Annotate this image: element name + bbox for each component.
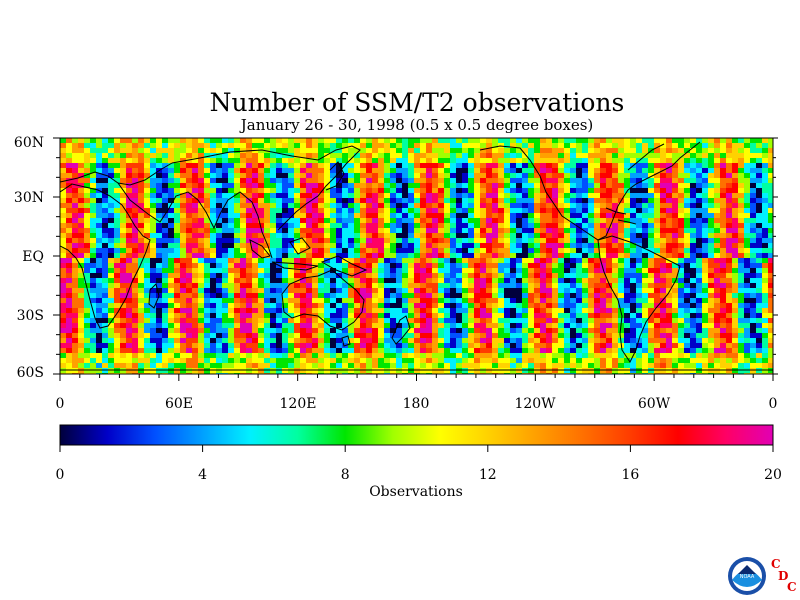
lat-label-30n: 30N bbox=[14, 190, 44, 206]
lat-label-60n: 60N bbox=[14, 135, 44, 151]
colorbar-tick-20: 20 bbox=[764, 467, 782, 483]
lat-label-30s: 30S bbox=[17, 308, 44, 324]
colorbar-tick-8: 8 bbox=[341, 467, 350, 483]
colorbar-label: Observations bbox=[369, 484, 463, 500]
lat-label-60s: 60S bbox=[17, 365, 44, 381]
colorbar-tick-12: 12 bbox=[479, 467, 497, 483]
lon-label-120w: 120W bbox=[514, 396, 556, 412]
lon-label-120e: 120E bbox=[280, 396, 317, 412]
colorbar bbox=[59, 424, 774, 446]
lon-label-180: 180 bbox=[403, 396, 430, 412]
colorbar-tick-4: 4 bbox=[198, 467, 207, 483]
observation-field bbox=[60, 138, 773, 374]
cdc-letter-c2: C bbox=[787, 580, 797, 594]
colorbar-tick-0: 0 bbox=[56, 467, 65, 483]
lon-label-60e: 60E bbox=[165, 396, 193, 412]
lat-label-eq: EQ bbox=[22, 249, 44, 265]
noaa-logo: NOAA C D C bbox=[728, 557, 797, 595]
coastlines bbox=[60, 141, 773, 371]
map-subtitle: January 26 - 30, 1998 (0.5 x 0.5 degree … bbox=[240, 116, 594, 134]
lon-label-60w: 60W bbox=[638, 396, 671, 412]
colorbar-ticks bbox=[59, 445, 774, 452]
lon-label-0: 0 bbox=[56, 396, 65, 412]
cdc-letter-c1: C bbox=[771, 557, 781, 571]
colorbar-tick-16: 16 bbox=[621, 467, 639, 483]
cdc-letter-d: D bbox=[778, 569, 788, 583]
noaa-logo-text: NOAA bbox=[740, 574, 755, 580]
map-title: Number of SSM/T2 observations bbox=[209, 88, 625, 117]
axis-ticks bbox=[53, 137, 778, 381]
lon-label-0-end: 0 bbox=[769, 396, 778, 412]
